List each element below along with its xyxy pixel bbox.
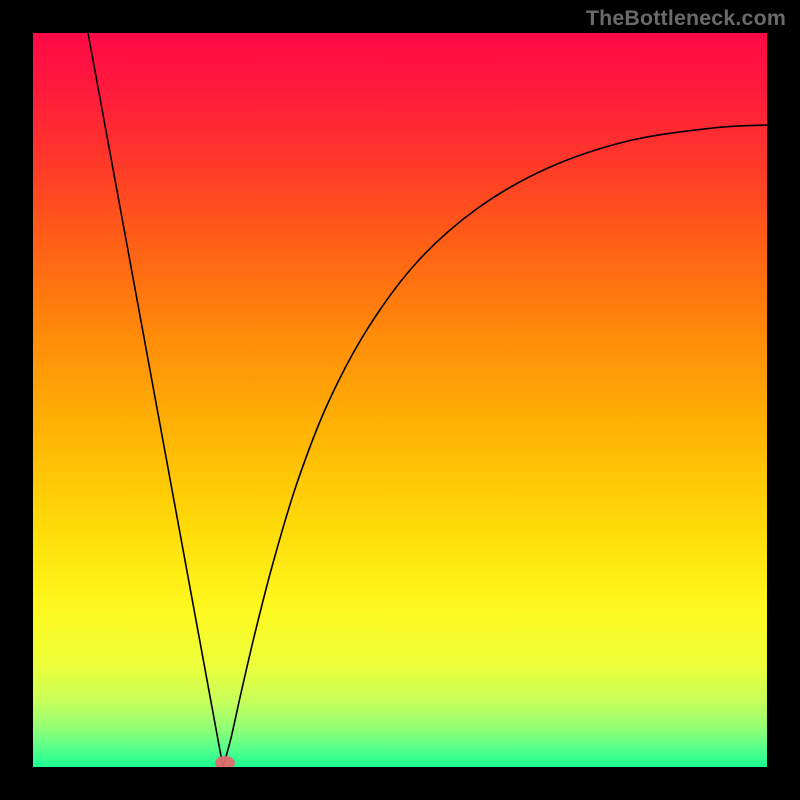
watermark-text: TheBottleneck.com	[586, 6, 786, 31]
bottleneck-curve	[33, 33, 767, 767]
curve-right-branch	[223, 125, 767, 767]
chart-frame: TheBottleneck.com	[0, 0, 800, 800]
valley-marker	[215, 756, 235, 767]
curve-left-branch	[88, 33, 223, 767]
plot-area	[33, 33, 767, 767]
